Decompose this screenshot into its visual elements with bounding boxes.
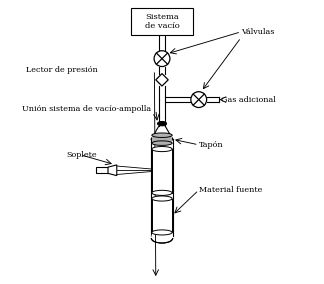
Text: Unión sistema de vacío-ampolla: Unión sistema de vacío-ampolla bbox=[22, 105, 151, 114]
Ellipse shape bbox=[152, 141, 172, 145]
Bar bbox=[152, 199, 172, 232]
Ellipse shape bbox=[152, 196, 172, 201]
Ellipse shape bbox=[157, 122, 167, 126]
Circle shape bbox=[154, 51, 170, 66]
Text: Válvulas: Válvulas bbox=[241, 28, 274, 36]
Text: Material fuente: Material fuente bbox=[199, 186, 262, 194]
Polygon shape bbox=[108, 165, 117, 176]
Bar bbox=[152, 149, 172, 193]
Text: Soplete: Soplete bbox=[66, 151, 97, 159]
Ellipse shape bbox=[152, 230, 172, 235]
Circle shape bbox=[191, 92, 207, 108]
Ellipse shape bbox=[152, 190, 172, 195]
Text: Gas adicional: Gas adicional bbox=[221, 96, 276, 104]
Text: Lector de presión: Lector de presión bbox=[26, 66, 98, 74]
Bar bbox=[131, 8, 193, 35]
Bar bbox=[152, 135, 172, 143]
Ellipse shape bbox=[151, 136, 173, 142]
Ellipse shape bbox=[152, 133, 172, 137]
Text: Tapón: Tapón bbox=[199, 141, 223, 149]
Polygon shape bbox=[156, 74, 168, 86]
Text: Sistema
de vacío: Sistema de vacío bbox=[145, 12, 179, 30]
Bar bbox=[96, 167, 108, 173]
Wedge shape bbox=[151, 227, 173, 249]
Ellipse shape bbox=[152, 147, 172, 152]
